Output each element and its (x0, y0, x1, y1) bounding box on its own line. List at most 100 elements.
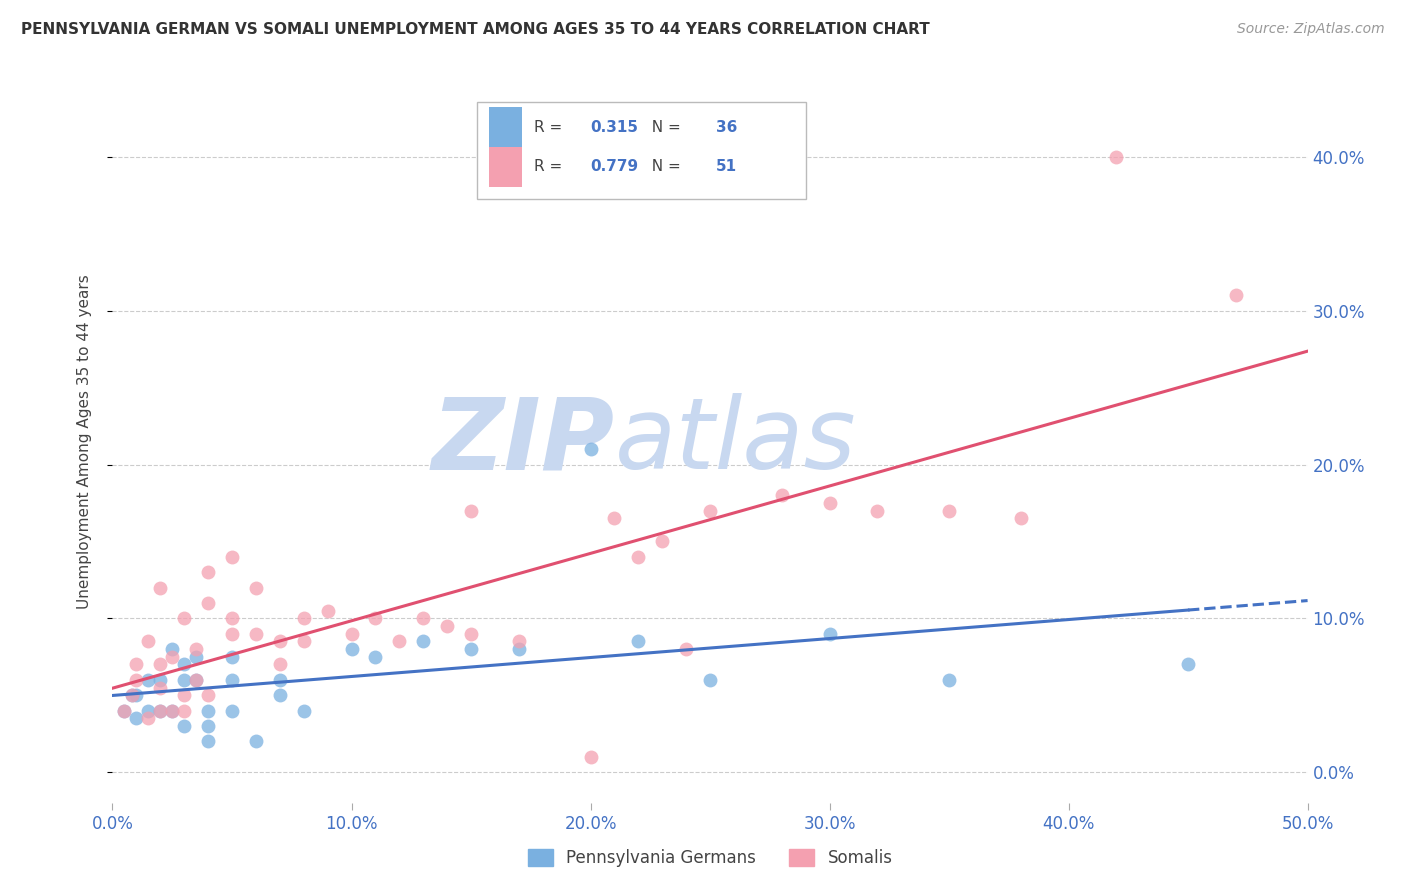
Point (340, 626, 363, 640)
Point (866, 504, 889, 518)
Point (699, 504, 721, 518)
Point (269, 673, 291, 687)
Point (149, 681, 172, 695)
Point (579, 749, 602, 764)
Point (675, 642, 697, 657)
Point (173, 719, 195, 733)
Point (197, 734, 219, 748)
Point (138, 634, 160, 648)
Text: 36: 36 (716, 120, 737, 135)
Point (292, 611, 315, 625)
Point (197, 719, 219, 733)
Point (162, 704, 183, 718)
Point (1177, 657, 1199, 672)
Bar (489, 107, 523, 147)
Point (938, 673, 960, 687)
Point (221, 549, 243, 564)
Point (173, 673, 195, 687)
Point (460, 504, 482, 518)
Point (114, 704, 135, 718)
Point (138, 711, 160, 725)
Point (197, 565, 219, 579)
Text: R =: R = (534, 120, 568, 135)
Point (186, 649, 208, 664)
Point (938, 504, 960, 518)
Point (162, 649, 183, 664)
Text: PENNSYLVANIA GERMAN VS SOMALI UNEMPLOYMENT AMONG AGES 35 TO 44 YEARS CORRELATION: PENNSYLVANIA GERMAN VS SOMALI UNEMPLOYME… (21, 22, 929, 37)
Point (149, 581, 172, 595)
Y-axis label: Unemployment Among Ages 35 to 44 years: Unemployment Among Ages 35 to 44 years (77, 274, 91, 609)
Point (197, 704, 219, 718)
Point (149, 657, 172, 672)
Point (114, 704, 135, 718)
Point (221, 626, 243, 640)
Point (508, 634, 530, 648)
Point (460, 642, 482, 657)
Text: 0.779: 0.779 (591, 160, 638, 175)
Point (173, 704, 195, 718)
Point (818, 626, 841, 640)
FancyBboxPatch shape (477, 102, 806, 200)
Point (186, 673, 208, 687)
Point (138, 704, 160, 718)
Point (770, 488, 793, 502)
Text: N =: N = (643, 120, 686, 135)
Point (1225, 288, 1247, 302)
Point (221, 673, 243, 687)
Point (186, 642, 208, 657)
Point (460, 626, 482, 640)
Point (173, 657, 195, 672)
Point (149, 673, 172, 687)
Point (197, 688, 219, 702)
Point (149, 704, 172, 718)
Point (412, 634, 434, 648)
Point (245, 734, 267, 748)
Point (269, 634, 291, 648)
Point (508, 642, 530, 657)
Point (818, 496, 841, 510)
Point (292, 634, 315, 648)
Text: N =: N = (643, 160, 686, 175)
Point (173, 688, 195, 702)
Text: 0.315: 0.315 (591, 120, 638, 135)
Point (125, 711, 148, 725)
Point (138, 673, 160, 687)
Text: Source: ZipAtlas.com: Source: ZipAtlas.com (1237, 22, 1385, 37)
Point (340, 642, 363, 657)
Point (269, 657, 291, 672)
Point (221, 611, 243, 625)
Point (221, 704, 243, 718)
Point (627, 634, 650, 648)
Point (245, 626, 267, 640)
Point (162, 642, 183, 657)
Point (197, 596, 219, 610)
Point (173, 611, 195, 625)
Point (364, 611, 387, 625)
Point (125, 688, 148, 702)
Point (364, 649, 387, 664)
Bar (489, 147, 523, 186)
Text: ZIP: ZIP (432, 393, 614, 490)
Point (221, 649, 243, 664)
Text: 51: 51 (716, 160, 737, 175)
Point (162, 704, 183, 718)
Point (125, 673, 148, 687)
Point (412, 611, 434, 625)
Point (245, 581, 267, 595)
Point (125, 657, 148, 672)
Point (121, 688, 143, 702)
Point (436, 619, 458, 633)
Point (388, 634, 411, 648)
Point (269, 688, 291, 702)
Point (627, 549, 650, 564)
Point (651, 534, 673, 549)
Point (579, 442, 602, 457)
Point (316, 604, 339, 618)
Text: R =: R = (534, 160, 568, 175)
Point (699, 673, 721, 687)
Point (121, 688, 143, 702)
Point (603, 511, 626, 525)
Point (186, 673, 208, 687)
Point (1105, 150, 1128, 164)
Legend: Pennsylvania Germans, Somalis: Pennsylvania Germans, Somalis (522, 842, 898, 874)
